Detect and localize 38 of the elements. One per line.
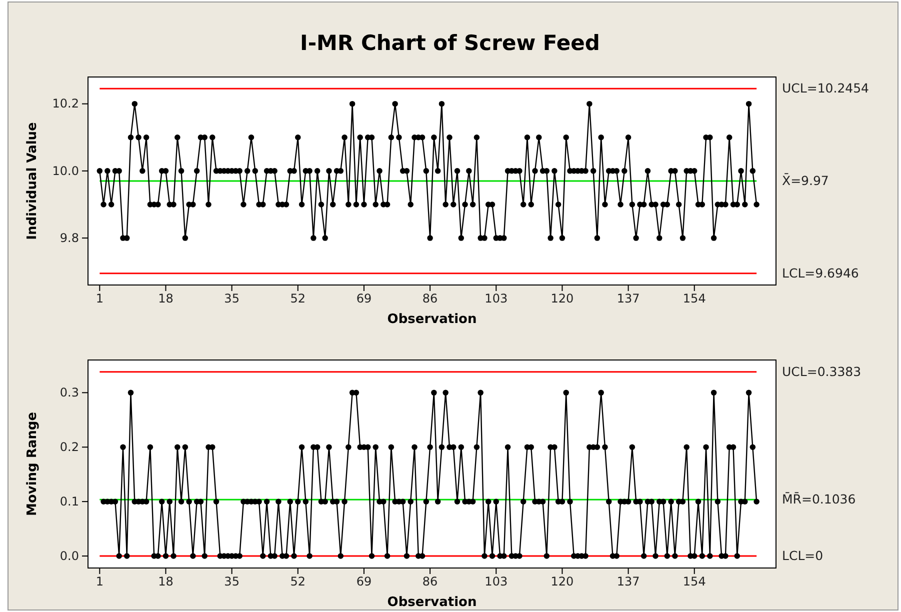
ref-line-label: UCL=0.3383 xyxy=(782,364,862,379)
ref-line-label: LCL=0 xyxy=(782,548,824,564)
y-axis-title: Individual Value xyxy=(25,122,40,240)
y-tick-label: 10.2 xyxy=(52,96,79,111)
y-tick-label: 9.8 xyxy=(60,230,79,245)
x-tick-label: 86 xyxy=(422,574,438,589)
x-tick-label: 154 xyxy=(682,292,706,306)
x-tick-label: 120 xyxy=(550,574,574,589)
x-tick-label: 69 xyxy=(356,292,372,306)
x-axis-title: Observation xyxy=(387,312,477,327)
x-tick-label: 103 xyxy=(484,574,508,589)
ref-line-label: M̄R̄=0.1036 xyxy=(782,491,856,507)
x-tick-label: 103 xyxy=(484,292,508,306)
y-tick-label: 0.3 xyxy=(60,386,79,400)
x-tick-label: 154 xyxy=(682,574,706,589)
ref-line-label: UCL=10.2454 xyxy=(782,80,870,96)
y-axis-title: Moving Range xyxy=(25,412,40,516)
x-tick-label: 86 xyxy=(422,292,438,306)
ref-line-label: X̄=9.97 xyxy=(782,172,829,188)
x-tick-label: 35 xyxy=(224,574,240,589)
y-tick-label: 0.0 xyxy=(60,548,79,563)
x-tick-label: 1 xyxy=(96,292,104,306)
x-tick-label: 1 xyxy=(96,574,104,589)
x-tick-label: 52 xyxy=(290,574,306,589)
x-tick-label: 35 xyxy=(224,292,240,306)
x-tick-label: 137 xyxy=(616,292,640,306)
y-tick-label: 0.2 xyxy=(60,440,79,454)
x-tick-label: 18 xyxy=(158,292,174,306)
y-tick-label: 0.1 xyxy=(60,494,79,508)
x-tick-label: 120 xyxy=(550,292,574,306)
x-axis-title: Observation xyxy=(387,595,477,610)
x-tick-label: 69 xyxy=(356,574,372,589)
chart-title: I-MR Chart of Screw Feed xyxy=(300,31,600,55)
y-tick-label: 10.0 xyxy=(52,164,79,178)
x-tick-label: 137 xyxy=(616,574,640,589)
ref-line-label: LCL=9.6946 xyxy=(782,265,859,280)
x-tick-label: 18 xyxy=(158,574,174,589)
x-tick-label: 52 xyxy=(290,292,306,306)
